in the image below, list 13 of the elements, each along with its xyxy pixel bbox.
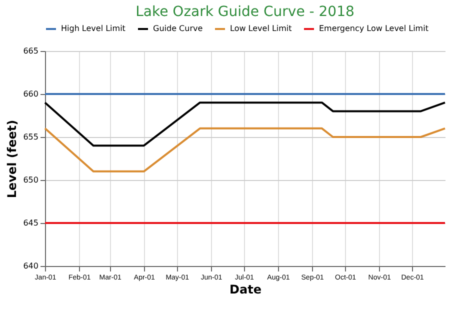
legend-label: Low Level Limit [230,24,292,33]
y-tick-label: 645 [23,218,38,228]
y-tick-label: 650 [23,176,38,184]
legend-label: Guide Curve [153,24,203,33]
x-axis-title: Date [230,282,262,296]
legend-label: High Level Limit [61,24,126,33]
y-tick-label: 660 [23,90,38,98]
y-axis-title: Level (feet) [5,120,20,198]
y-tick-label: 640 [23,262,38,270]
y-tick-label: 665 [23,46,38,56]
legend-label: Emergency Low Level Limit [319,24,428,33]
chart-title: Lake Ozark Guide Curve - 2018 [136,4,354,20]
y-tick-label: 655 [23,132,38,142]
